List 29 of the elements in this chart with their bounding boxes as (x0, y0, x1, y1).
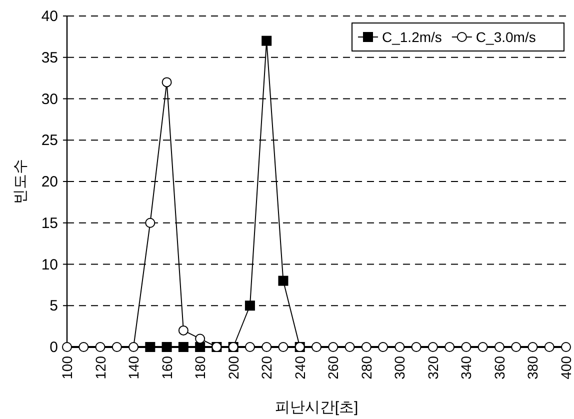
x-tick-label: 300 (392, 356, 408, 380)
x-tick-label: 340 (458, 356, 474, 380)
x-tick-label: 380 (524, 356, 541, 380)
y-axis-title: 빈도수 (12, 159, 29, 204)
x-tick-label: 220 (258, 356, 275, 380)
x-tick-label: 260 (325, 356, 342, 380)
x-tick-label: 160 (158, 356, 175, 380)
x-tick-label: 240 (292, 356, 308, 380)
y-tick-label: 20 (41, 174, 58, 190)
x-axis-title: 피난시간[초] (274, 399, 358, 416)
x-tick-label: 320 (424, 356, 441, 380)
y-tick-label: 35 (41, 49, 58, 66)
y-tick-label: 30 (41, 90, 58, 108)
x-tick-label: 360 (491, 356, 508, 380)
legend-label: C_1.2m/s (382, 29, 442, 45)
y-tick-label: 10 (41, 256, 58, 274)
legend-label: C_3.0m/s (476, 29, 536, 45)
x-tick-label: 180 (192, 356, 208, 380)
y-tick-label: 0 (50, 339, 58, 356)
x-tick-label: 120 (92, 356, 108, 380)
x-tick-label: 280 (358, 356, 374, 380)
y-tick-label: 5 (50, 298, 58, 315)
x-tick-label: 140 (126, 356, 142, 380)
y-tick-label: 15 (41, 214, 58, 232)
y-tick-label: 40 (41, 8, 58, 25)
x-tick-label: 400 (558, 356, 574, 380)
x-tick-label: 100 (59, 356, 75, 380)
x-tick-label: 200 (225, 356, 242, 380)
y-tick-label: 25 (41, 132, 58, 150)
